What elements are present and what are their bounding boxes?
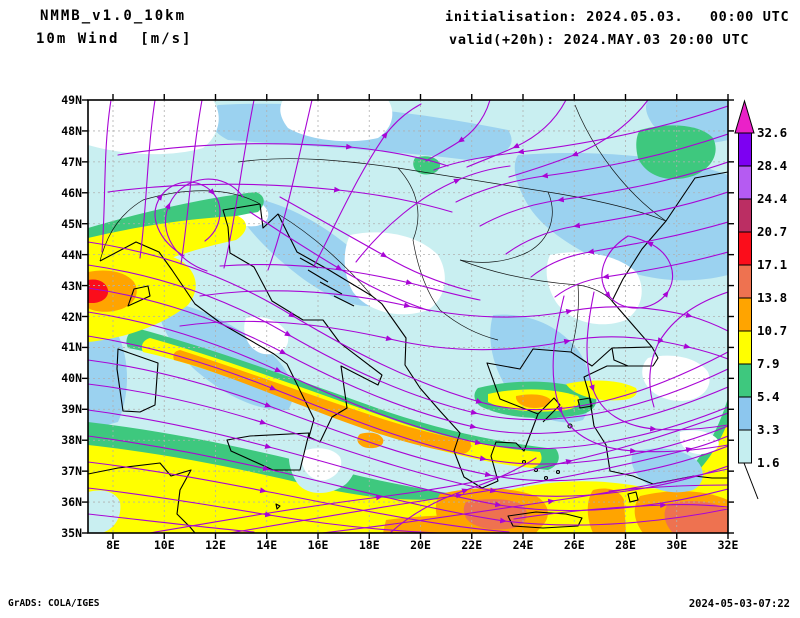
valid-time-label: valid(+20h): 2024.MAY.03 20:00 UTC (449, 32, 750, 48)
lon-label-16E: 16E (307, 538, 329, 552)
colorbar-segment (738, 165, 752, 200)
lat-label-44N: 44N (61, 247, 82, 262)
colorbar-segment (738, 429, 752, 464)
lat-label-48N: 48N (61, 123, 82, 138)
lon-label-20E: 20E (410, 538, 431, 552)
colorbar-label-1.6: 1.6 (757, 455, 780, 470)
colorbar-segment (738, 198, 752, 233)
lon-label-26E: 26E (563, 538, 585, 552)
colorbar-segment (738, 297, 752, 332)
colorbar-label-13.8: 13.8 (757, 290, 788, 305)
colorbar-segment (738, 231, 752, 266)
lon-label-8E: 8E (106, 538, 120, 552)
lon-label-22E: 22E (461, 538, 483, 552)
lon-label-14E: 14E (256, 538, 278, 552)
lat-label-36N: 36N (61, 495, 82, 510)
lat-label-49N: 49N (61, 93, 82, 107)
colorbar-segment (738, 132, 752, 167)
lat-label-46N: 46N (61, 185, 82, 200)
colorbar-label-24.4: 24.4 (757, 191, 788, 206)
lat-label-39N: 39N (61, 402, 82, 417)
grads-credit: GrADS: COLA/IGES (8, 598, 100, 609)
colorbar-arrow-cap (734, 99, 755, 134)
init-time-label: initialisation: 2024.05.03. 00:00 UTC (445, 9, 790, 25)
colorbar-label-10.7: 10.7 (757, 323, 788, 338)
lat-label-43N: 43N (61, 278, 82, 293)
colorbar-label-7.9: 7.9 (757, 356, 780, 371)
colorbar-segment (738, 396, 752, 431)
lon-label-24E: 24E (512, 538, 534, 552)
colorbar-label-20.7: 20.7 (757, 224, 788, 239)
colorbar-segment (738, 330, 752, 365)
lon-label-28E: 28E (615, 538, 636, 552)
creation-timestamp: 2024-05-03-07:22 (688, 598, 790, 610)
lat-label-35N: 35N (61, 526, 82, 540)
colorbar-segments (738, 132, 752, 464)
lat-label-45N: 45N (61, 216, 82, 231)
lat-label-47N: 47N (61, 154, 82, 169)
colorbar-label-3.3: 3.3 (757, 422, 780, 437)
lat-label-37N: 37N (61, 464, 82, 479)
colorbar-segment (738, 363, 752, 398)
colorbar-tail (743, 462, 759, 500)
axis-ticks (82, 94, 734, 539)
colorbar-segment (738, 264, 752, 299)
lat-label-42N: 42N (61, 309, 82, 324)
lat-label-40N: 40N (61, 371, 82, 386)
lon-label-12E: 12E (205, 538, 226, 552)
colorbar-label-5.4: 5.4 (757, 389, 780, 404)
lat-label-41N: 41N (61, 340, 82, 355)
colorbar (734, 99, 759, 500)
colorbar-label-17.1: 17.1 (757, 257, 788, 272)
lon-label-30E: 30E (666, 538, 688, 552)
colorbar-label-32.6: 32.6 (757, 125, 788, 140)
model-title: NMMB_v1.0_10km (40, 8, 187, 24)
lon-label-10E: 10E (153, 538, 175, 552)
lon-label-18E: 18E (358, 538, 380, 552)
lon-label-32E: 32E (717, 538, 739, 552)
colorbar-label-28.4: 28.4 (757, 158, 788, 173)
streamlines (88, 100, 728, 533)
field-title: 10m Wind [m/s] (36, 31, 193, 47)
lat-label-38N: 38N (61, 433, 82, 448)
wind-map (82, 94, 734, 539)
